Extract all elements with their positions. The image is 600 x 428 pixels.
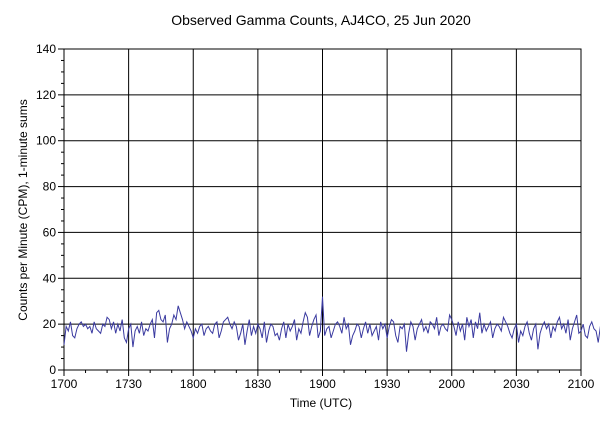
x-tick-label: 1830 [245,377,272,391]
y-tick-label: 140 [36,42,56,56]
y-tick-label: 40 [43,271,57,285]
x-axis-label: Time (UTC) [290,396,352,410]
chart-title: Observed Gamma Counts, AJ4CO, 25 Jun 202… [171,12,471,28]
y-tick-label: 80 [43,180,57,194]
x-tick-label: 1730 [115,377,142,391]
x-axis: 1700 1730 1800 1830 1900 1930 2000 2030 2100 [51,370,595,391]
y-tick-label: 120 [36,88,56,102]
x-tick-label: 1800 [180,377,207,391]
y-tick-label: 0 [49,363,56,377]
x-tick-label: 2000 [438,377,465,391]
y-tick-label: 100 [36,134,56,148]
grid-lines [64,49,581,370]
y-axis: 0 20 40 60 80 100 120 140 [36,42,64,377]
x-tick-label: 2030 [503,377,530,391]
x-tick-label: 2100 [568,377,595,391]
x-tick-label: 1900 [309,377,336,391]
y-axis-label: Counts per Minute (CPM), 1-minute sums [16,99,30,320]
y-tick-label: 20 [43,317,57,331]
series-line [63,296,600,352]
x-tick-label: 1930 [374,377,401,391]
y-tick-label: 60 [43,225,57,239]
x-tick-label: 1700 [51,377,78,391]
